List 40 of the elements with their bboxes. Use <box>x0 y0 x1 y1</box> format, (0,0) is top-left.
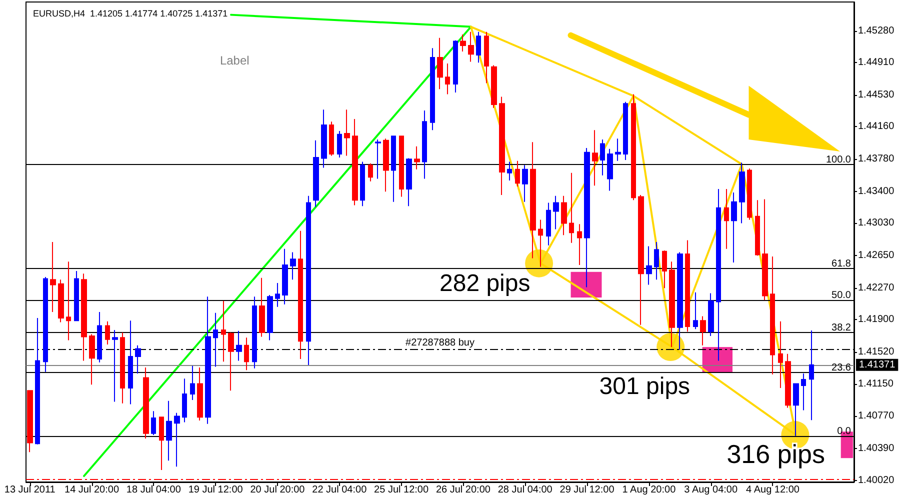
y-tick-label: 1.43030 <box>858 218 895 229</box>
y-tick-label: 1.44530 <box>858 90 895 101</box>
text: EURUSD,H4 1.41205 1.41774 1.40725 1.41371 <box>33 8 228 18</box>
x-tick-label: 3 Aug 04:00 <box>684 484 738 496</box>
y-tick-label: 1.45280 <box>858 26 895 37</box>
ref-line-label: #27287888 buy <box>406 337 474 348</box>
x-tick-label: 20 Jul 20:00 <box>250 484 306 496</box>
x-tick-label: 18 Jul 04:00 <box>126 484 182 496</box>
annotation: 50.0 <box>832 290 852 302</box>
x-tick-label: 4 Aug 12:00 <box>746 484 800 496</box>
annotation: 316 pips <box>726 438 826 469</box>
y-tick-label: 1.41150 <box>858 378 894 390</box>
y-tick-label: 1.44160 <box>858 121 895 132</box>
annotation: Label <box>220 53 250 68</box>
y-tick-label: 1.40770 <box>858 410 895 422</box>
annotation: 282 pips <box>440 270 530 297</box>
annotation: 61.8 <box>832 258 852 270</box>
y-tick-label: 1.43780 <box>858 154 895 165</box>
x-tick-label: 26 Jul 20:00 <box>436 484 491 496</box>
x-tick-label: 19 Jul 12:00 <box>188 484 244 496</box>
y-tick-label: 1.42270 <box>858 282 895 294</box>
y-tick-label: 1.44910 <box>858 57 895 68</box>
y-tick-label: 1.40020 <box>858 474 895 486</box>
x-tick-label: 25 Jul 12:00 <box>374 484 429 496</box>
annotation: 100.0 <box>826 154 852 166</box>
y-tick-label: 1.43400 <box>858 186 895 198</box>
x-tick-label: 14 Jul 20:00 <box>64 484 120 496</box>
y-tick-label: 1.41520 <box>858 346 895 358</box>
y-tick-label: 1.42650 <box>858 250 895 262</box>
x-tick-label: 22 Jul 04:00 <box>312 484 368 496</box>
ref-line-label: 1.41371 <box>859 359 896 370</box>
annotation: 38.2 <box>832 322 852 334</box>
x-tick-label: 28 Jul 04:00 <box>498 484 553 496</box>
x-tick-label: 13 Jul 2011 <box>4 484 56 496</box>
x-tick-label: 1 Aug 20:00 <box>622 484 676 496</box>
annotation: 23.6 <box>832 362 852 374</box>
y-tick-label: 1.40390 <box>858 443 895 454</box>
annotation: 301 pips <box>599 373 690 400</box>
y-tick-label: 1.41900 <box>858 314 895 326</box>
x-tick-label: 29 Jul 12:00 <box>560 484 615 496</box>
